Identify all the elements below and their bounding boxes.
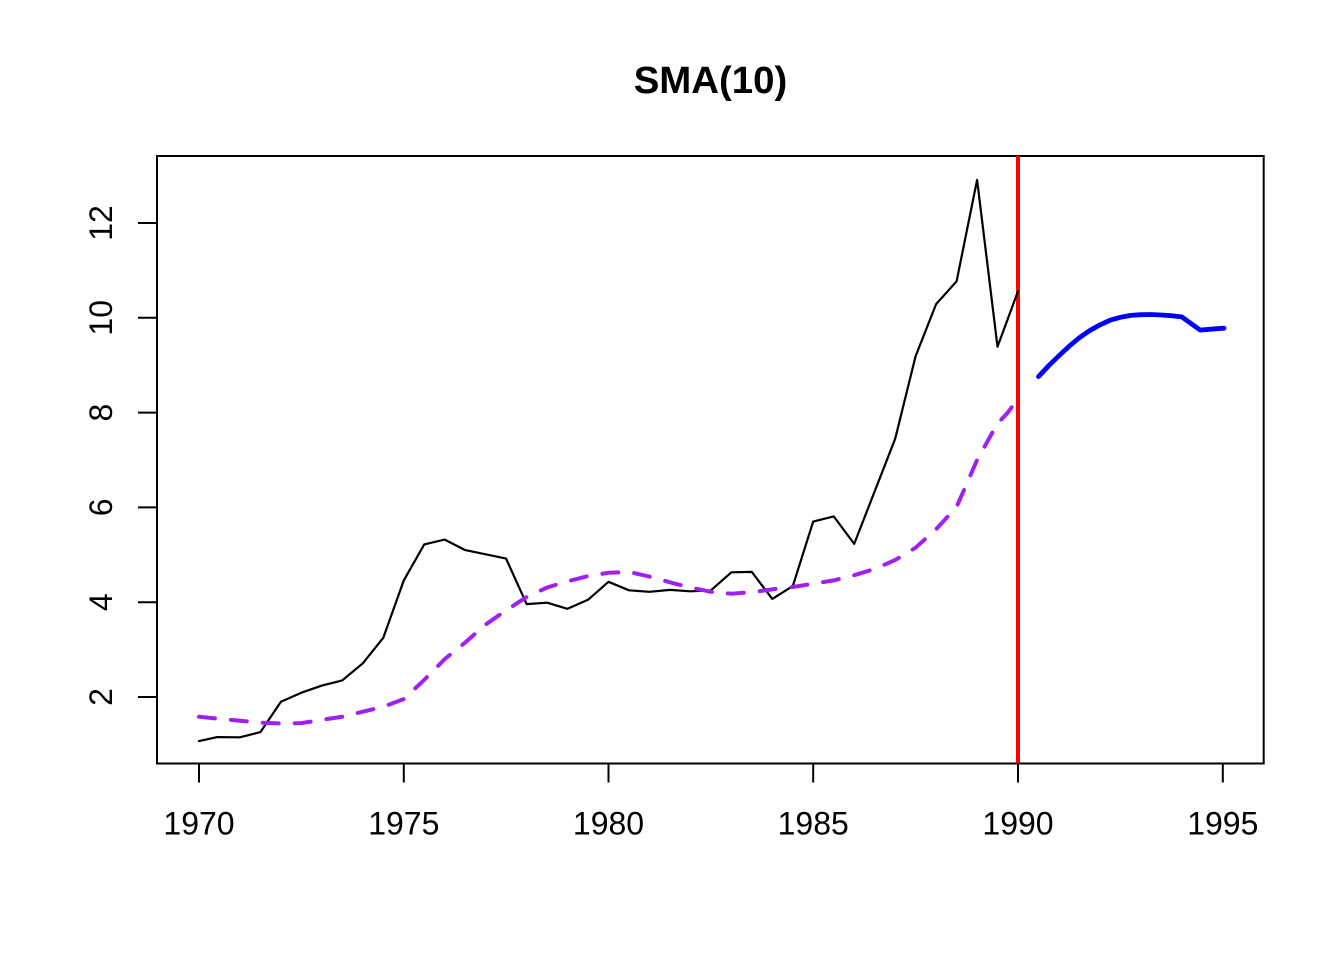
svg-text:12: 12: [83, 205, 119, 241]
svg-text:10: 10: [83, 300, 119, 336]
svg-text:1980: 1980: [573, 806, 644, 842]
svg-text:4: 4: [83, 593, 119, 611]
svg-text:1975: 1975: [368, 806, 439, 842]
svg-text:8: 8: [83, 404, 119, 422]
svg-text:1990: 1990: [982, 806, 1053, 842]
svg-text:1970: 1970: [163, 806, 234, 842]
svg-text:SMA(10): SMA(10): [634, 59, 788, 102]
svg-text:6: 6: [83, 499, 119, 517]
svg-text:1985: 1985: [778, 806, 849, 842]
svg-text:1995: 1995: [1187, 806, 1258, 842]
svg-text:2: 2: [83, 688, 119, 706]
